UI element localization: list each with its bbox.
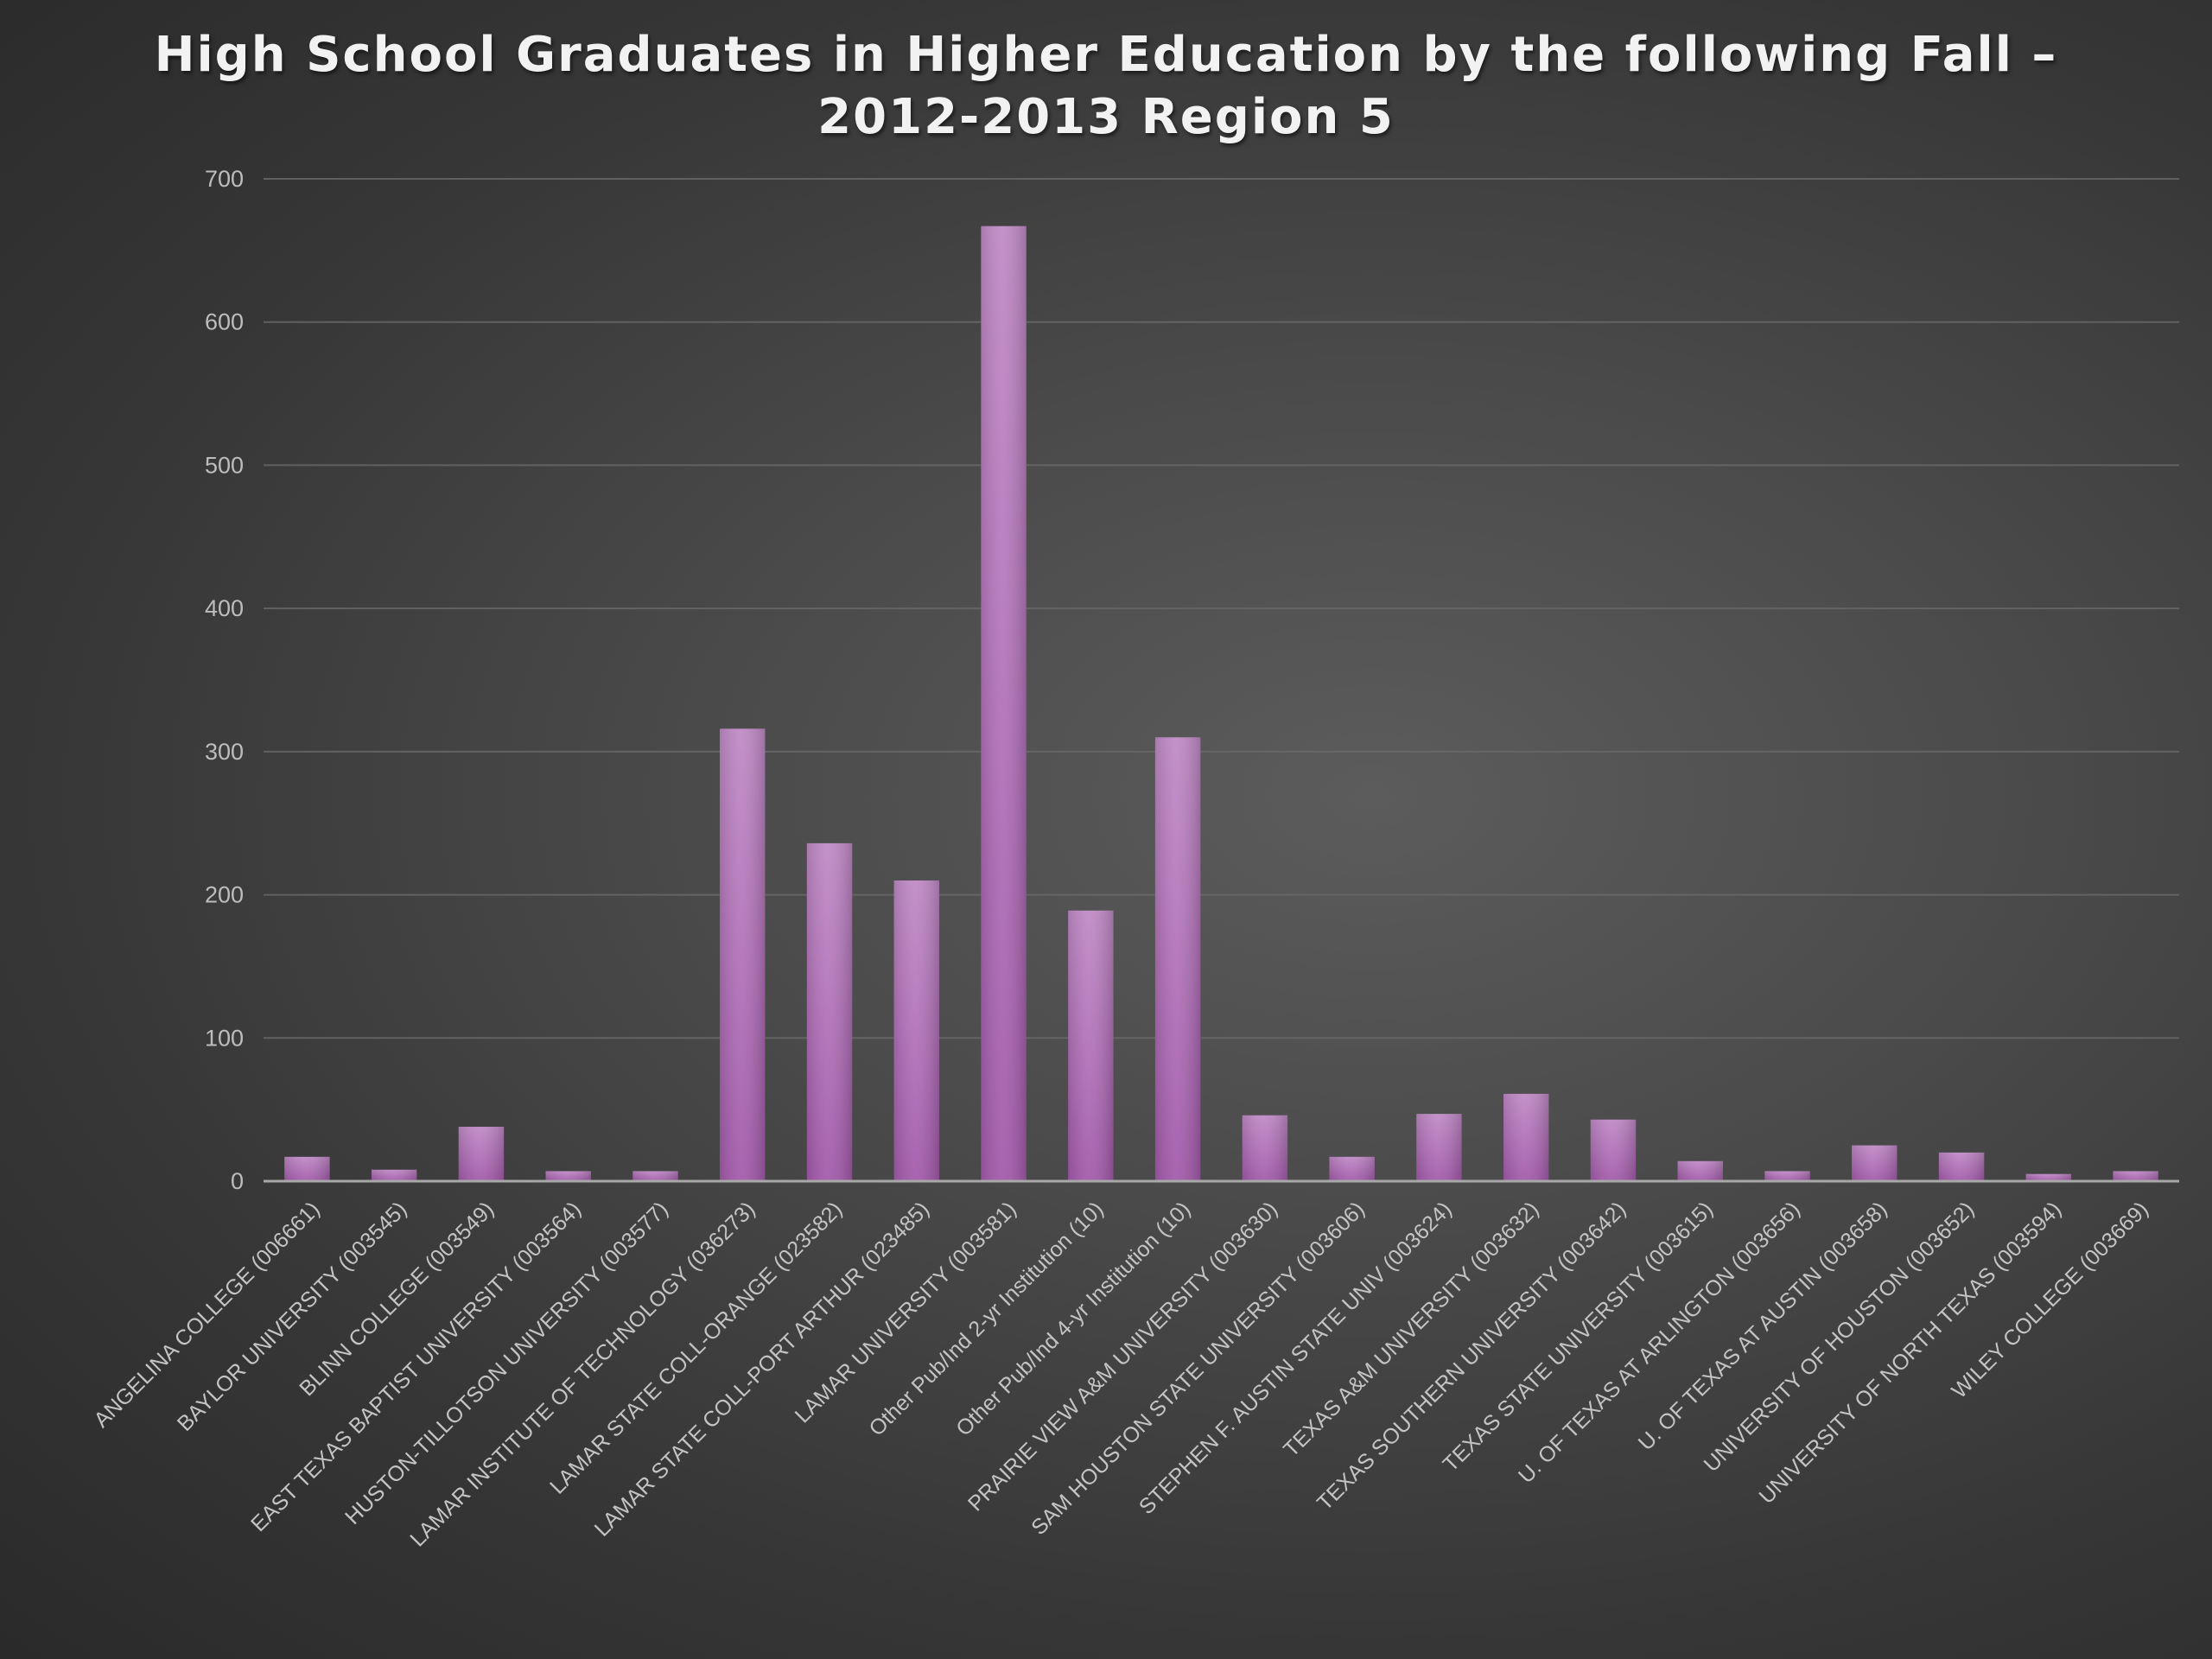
bar-shade bbox=[1503, 1093, 1549, 1181]
bar-shade bbox=[1242, 1115, 1288, 1181]
bar bbox=[1590, 1119, 1637, 1181]
chart-title-line-2: 2012-2013 Region 5 bbox=[817, 89, 1395, 145]
bar bbox=[1503, 1093, 1549, 1181]
y-tick-label: 400 bbox=[205, 595, 244, 621]
x-category-label: HUSTON-TILLOTSON UNIVERSITY (003577) bbox=[340, 1197, 673, 1529]
bar bbox=[806, 842, 853, 1181]
bar bbox=[1329, 1156, 1375, 1181]
bar bbox=[1242, 1115, 1288, 1181]
bar-shade bbox=[1852, 1145, 1897, 1181]
x-category-label: LAMAR STATE COLL-ORANGE (023582) bbox=[545, 1197, 847, 1498]
bar bbox=[458, 1127, 505, 1181]
y-tick-label: 0 bbox=[231, 1168, 244, 1194]
x-category-label: UNIVERSITY OF NORTH TEXAS (003594) bbox=[1754, 1197, 2066, 1509]
x-category-label: LAMAR STATE COLL-PORT ARTHUR (023485) bbox=[590, 1197, 934, 1541]
bar bbox=[284, 1156, 330, 1181]
bar bbox=[893, 880, 939, 1181]
bar-shade bbox=[371, 1169, 417, 1181]
bar bbox=[1852, 1145, 1897, 1181]
chart-title: High School Graduates in Higher Educatio… bbox=[0, 24, 2212, 149]
bar-shade bbox=[1590, 1119, 1637, 1181]
bar-shade bbox=[1068, 910, 1114, 1181]
bar bbox=[1764, 1171, 1810, 1181]
bar-shade bbox=[1677, 1160, 1723, 1181]
bar bbox=[720, 728, 766, 1181]
bar-shade bbox=[1764, 1171, 1810, 1181]
bar bbox=[2113, 1171, 2158, 1181]
y-tick-label: 200 bbox=[205, 882, 244, 908]
bar bbox=[981, 226, 1027, 1182]
bar-shade bbox=[1416, 1114, 1462, 1181]
bar-shade bbox=[632, 1171, 678, 1181]
x-category-label: TEXAS SOUTHERN UNIVERSITY (003642) bbox=[1313, 1197, 1630, 1515]
bar-shade bbox=[2113, 1171, 2158, 1181]
bar-shade bbox=[806, 842, 853, 1181]
bar bbox=[1938, 1152, 1985, 1181]
bar-shade bbox=[981, 226, 1027, 1182]
bar bbox=[1416, 1114, 1462, 1181]
bar-shade bbox=[893, 880, 939, 1181]
bar-shade bbox=[458, 1127, 505, 1181]
y-tick-label: 300 bbox=[205, 739, 244, 765]
x-category-label: STEPHEN F. AUSTIN STATE UNIV (003624) bbox=[1135, 1197, 1457, 1519]
bar bbox=[1677, 1160, 1723, 1181]
y-tick-label: 600 bbox=[205, 309, 244, 335]
bar-shade bbox=[284, 1156, 330, 1181]
y-tick-label: 100 bbox=[205, 1025, 244, 1051]
bar-shade bbox=[720, 728, 766, 1181]
bar-shade bbox=[545, 1171, 591, 1181]
bar bbox=[1154, 737, 1201, 1181]
y-tick-label: 700 bbox=[205, 166, 244, 192]
x-category-label: EAST TEXAS BAPTIST UNIVERSITY (003564) bbox=[246, 1197, 586, 1536]
bar-shade bbox=[1154, 737, 1201, 1181]
bar bbox=[2025, 1173, 2072, 1181]
bar bbox=[371, 1169, 417, 1181]
y-tick-label: 500 bbox=[205, 452, 244, 478]
x-category-label: PRAIRIE VIEW A&M UNIVERSITY (003630) bbox=[963, 1197, 1282, 1516]
chart-title-line-1: High School Graduates in Higher Educatio… bbox=[154, 27, 2058, 83]
bar bbox=[1068, 910, 1114, 1181]
bar bbox=[545, 1171, 591, 1181]
bar-shade bbox=[1938, 1152, 1985, 1181]
bar bbox=[632, 1171, 678, 1181]
bar-shade bbox=[1329, 1156, 1375, 1181]
bar-shade bbox=[2025, 1173, 2072, 1181]
x-category-label: SAM HOUSTON STATE UNIVERSITY (003606) bbox=[1027, 1197, 1370, 1540]
